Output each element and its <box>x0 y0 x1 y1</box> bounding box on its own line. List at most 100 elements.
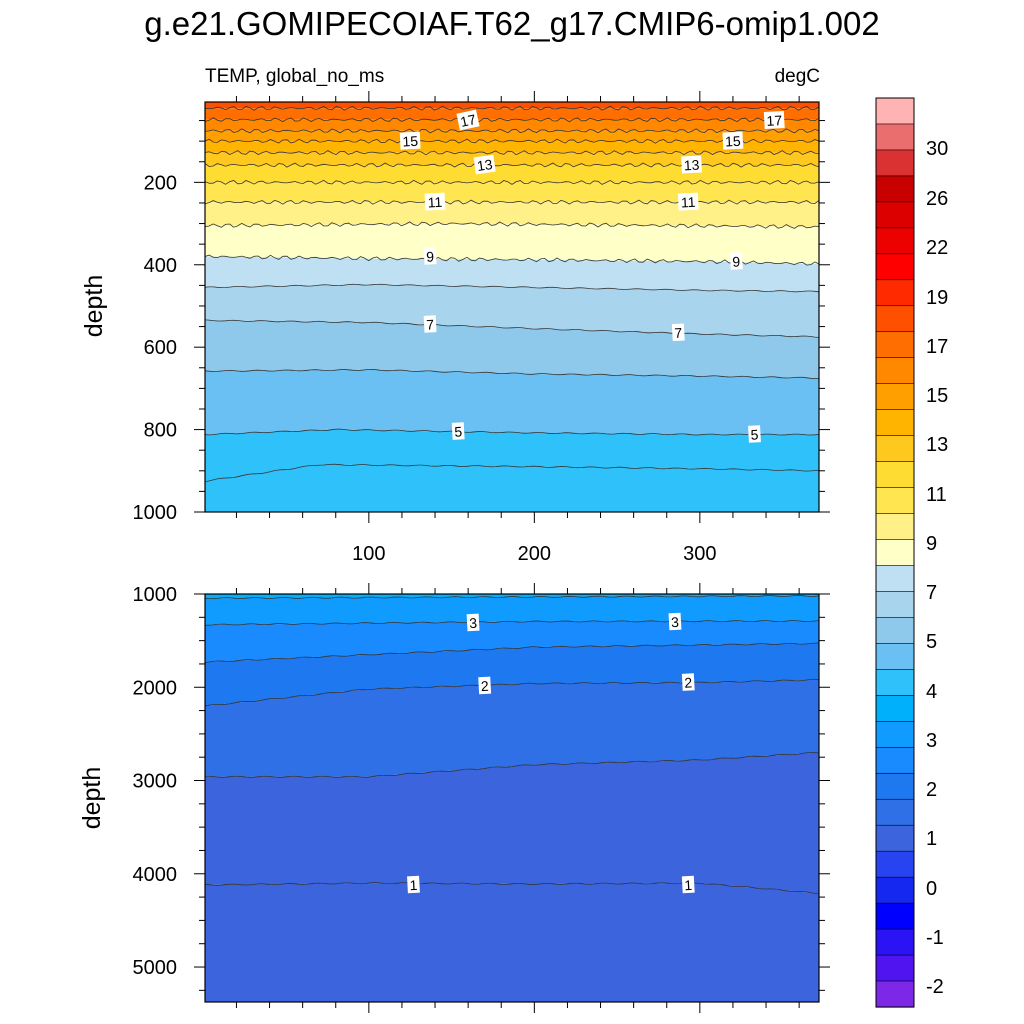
upper-contour-label-13: 5 <box>748 425 761 443</box>
lower-contour-label-1: 3 <box>668 612 682 631</box>
colorbar-swatch <box>875 695 915 722</box>
contour-label-text: 7 <box>426 316 435 332</box>
contour-label-bg <box>399 131 421 150</box>
contour-label-text: 2 <box>684 674 693 690</box>
upper-contour-13 <box>204 162 820 168</box>
contour-label-text: 15 <box>725 133 742 150</box>
colorbar-swatch <box>875 123 915 151</box>
contour-label-bg <box>424 192 446 211</box>
lower-contour-label-0: 3 <box>466 613 480 632</box>
contour-label-text: 9 <box>732 253 741 269</box>
upper-band-3 <box>205 130 819 142</box>
contour-label-text: 11 <box>427 194 443 211</box>
lower-band-3 <box>205 643 819 706</box>
colorbar-swatch <box>875 669 915 696</box>
upper-contour-label-0: 17 <box>456 109 480 131</box>
chart-title: g.e21.GOMIPECOIAF.T62_g17.CMIP6-omip1.00… <box>144 5 880 42</box>
contour-label-text: 7 <box>674 325 683 341</box>
colorbar-swatch <box>875 876 915 904</box>
upper-band-11 <box>205 284 819 337</box>
upper-contour-7 <box>204 319 820 338</box>
colorbar-frame <box>875 97 915 1008</box>
contour-label-bg <box>473 154 496 175</box>
upper-contour-label-3: 15 <box>722 131 744 150</box>
x-tick-label: 100 <box>352 543 385 565</box>
contour-label-text: 15 <box>402 133 419 150</box>
contour-label-text: 3 <box>469 615 478 631</box>
upper-band-12 <box>205 320 819 379</box>
colorbar-swatch <box>875 279 915 307</box>
upper-contour-10 <box>204 221 820 229</box>
upper-band-4 <box>205 141 819 153</box>
contour-label-bg <box>681 155 703 174</box>
colorbar-swatch <box>875 954 915 982</box>
contour-label-bg <box>722 131 744 150</box>
colorbar-label: 4 <box>926 681 937 703</box>
lower-contour-1.5 <box>204 752 820 778</box>
contour-label-bg <box>466 613 480 632</box>
upper-contour-14 <box>204 150 820 156</box>
lower-contour-3 <box>205 620 820 626</box>
y-tick-label: 1000 <box>133 584 178 606</box>
lower-band-6 <box>205 883 819 1002</box>
upper-contour-label-11: 7 <box>671 323 685 342</box>
upper-contour-9 <box>204 254 820 266</box>
upper-contour-16 <box>204 128 820 134</box>
contour-label-text: 5 <box>750 426 759 442</box>
contour-label-bg <box>423 247 437 265</box>
contour-label-bg <box>668 612 682 631</box>
lower-contour-label-5: 1 <box>681 875 695 894</box>
colorbar-label: 9 <box>926 533 937 555</box>
y-tick-label: 800 <box>144 420 177 442</box>
colorbar-swatch <box>875 149 915 177</box>
upper-band-14 <box>205 429 819 482</box>
upper-band-9 <box>205 223 819 264</box>
x-tick-label: 200 <box>518 543 551 565</box>
colorbar-label: 15 <box>926 385 948 407</box>
colorbar-swatch <box>875 721 915 748</box>
upper-contour-5 <box>204 428 820 436</box>
lower-contour-1 <box>204 882 820 895</box>
colorbar-swatch <box>875 461 915 489</box>
upper-contour-label-7: 11 <box>677 192 699 211</box>
colorbar-swatch <box>875 383 915 411</box>
colorbar-swatch <box>875 409 915 437</box>
colorbar-label: 5 <box>926 631 937 653</box>
lower-band-2 <box>205 621 819 663</box>
lower-frame <box>204 593 820 1003</box>
upper-contour-label-4: 13 <box>473 154 496 175</box>
upper-band-0 <box>205 102 819 109</box>
x-tick-label: 300 <box>683 543 716 565</box>
y-tick-label: 2000 <box>133 677 178 699</box>
colorbar: 30 26 22 19 17 15 13 11 9 7 5 4 3 2 1 0 -1 -2 <box>875 97 948 1008</box>
y-tick-label: 3000 <box>133 771 178 793</box>
upper-contour-18 <box>204 105 820 111</box>
upper-contour-label-5: 13 <box>681 155 703 174</box>
upper-contour-4.5 <box>204 463 820 482</box>
contour-label-text: 17 <box>766 112 783 129</box>
contour-label-bg <box>677 192 699 211</box>
upper-y-axis-label: depth <box>80 275 108 338</box>
colorbar-swatch <box>875 97 915 125</box>
lower-y-axis-label: depth <box>78 767 106 830</box>
lower-band-4 <box>205 679 819 777</box>
upper-band-7 <box>205 182 819 203</box>
colorbar-swatch <box>875 746 915 774</box>
colorbar-label: 13 <box>926 434 948 456</box>
lower-band-1 <box>205 595 819 625</box>
colorbar-swatch <box>875 617 915 644</box>
contour-label-bg <box>423 315 437 333</box>
colorbar-swatch <box>875 305 915 333</box>
y-tick-label: 600 <box>144 337 177 359</box>
upper-contour-label-1: 17 <box>763 110 785 130</box>
upper-contour-label-9: 9 <box>729 252 743 270</box>
colorbar-swatch <box>875 513 915 541</box>
y-tick-label: 200 <box>144 172 177 194</box>
lower-contour-label-3: 2 <box>681 673 695 691</box>
lower-contour-label-2: 2 <box>478 676 492 695</box>
colorbar-label: 1 <box>926 828 937 850</box>
contour-label-text: 5 <box>454 423 463 439</box>
upper-band-10 <box>205 256 819 292</box>
upper-band-5 <box>205 152 819 165</box>
